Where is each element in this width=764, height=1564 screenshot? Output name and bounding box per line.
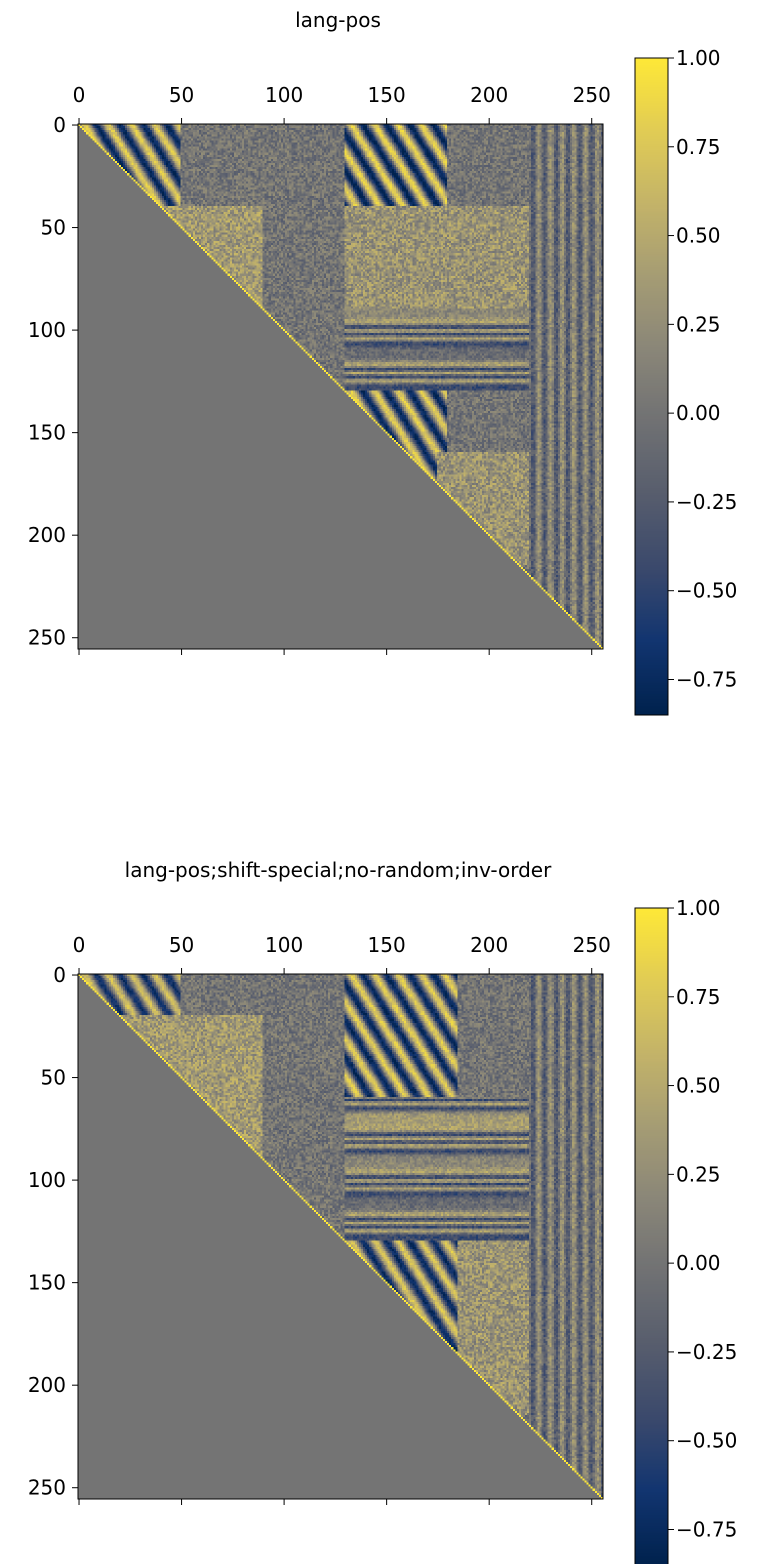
y-tick-label: 250	[28, 1476, 66, 1500]
x-tick-label: 250	[573, 83, 611, 107]
colorbar-tick-label: 0.50	[676, 1074, 721, 1098]
x-tick-label: 200	[470, 933, 508, 957]
colorbar-tick-label: −0.50	[676, 1429, 737, 1453]
x-tick-label: 50	[169, 83, 194, 107]
x-tick-label: 150	[368, 83, 406, 107]
chart-title: lang-pos;shift-special;no-random;inv-ord…	[124, 858, 552, 882]
colorbar-tick-label: 0.25	[676, 1162, 721, 1186]
y-tick-label: 200	[28, 523, 66, 547]
colorbar-frame	[634, 907, 669, 1564]
y-tick-label: 50	[41, 216, 66, 240]
colorbar-frame	[634, 57, 669, 716]
heatmap-image	[78, 974, 603, 1499]
heatmap-svg-2: 0 50 100 150 200 250 0 50 100 150 200 250 1.00 0.75 0…	[28, 896, 737, 1564]
heatmap-svg-1: 0 50 100 150 200 250 0 50 100 150 200 250 1.00 0.75 0…	[28, 46, 737, 716]
colorbar-tick-label: 0.25	[676, 312, 721, 336]
y-tick-label: 100	[28, 318, 66, 342]
colorbar-tick-label: 0.00	[676, 1251, 721, 1275]
colorbar-tick-label: 0.00	[676, 401, 721, 425]
chart-title: lang-pos	[295, 8, 381, 32]
x-tick-label: 100	[265, 83, 303, 107]
y-tick-label: 0	[53, 963, 66, 987]
y-tick-label: 0	[53, 113, 66, 137]
colorbar	[635, 908, 668, 1564]
y-tick-label: 150	[28, 421, 66, 445]
y-tick-label: 200	[28, 1373, 66, 1397]
colorbar-tick-label: 0.75	[676, 135, 721, 159]
x-tick-label: 50	[169, 933, 194, 957]
plot-frame	[77, 973, 604, 1500]
y-tick-label: 250	[28, 626, 66, 650]
colorbar-tick-label: 1.00	[676, 46, 721, 70]
x-tick-label: 0	[73, 933, 86, 957]
x-tick-label: 0	[73, 83, 86, 107]
colorbar-tick-label: 0.75	[676, 985, 721, 1009]
y-tick-label: 150	[28, 1271, 66, 1295]
colorbar-tick-label: 0.50	[676, 224, 721, 248]
colorbar-tick-label: −0.25	[676, 1340, 737, 1364]
colorbar-tick-label: −0.25	[676, 490, 737, 514]
heatmap-panel-2: lang-pos;shift-special;no-random;inv-ord…	[0, 850, 764, 1564]
x-tick-label: 100	[265, 933, 303, 957]
y-tick-label: 100	[28, 1168, 66, 1192]
colorbar-tick-label: 1.00	[676, 896, 721, 920]
x-tick-label: 200	[470, 83, 508, 107]
colorbar-tick-label: −0.75	[676, 667, 737, 691]
heatmap-panel-1: lang-pos 0 50 100 150 200 250 0 50 100 150 200 250 …	[0, 0, 764, 740]
colorbar	[635, 58, 668, 715]
y-tick-label: 50	[41, 1066, 66, 1090]
heatmap-image	[78, 124, 603, 649]
colorbar-tick-label: −0.75	[676, 1517, 737, 1541]
x-tick-label: 250	[573, 933, 611, 957]
plot-frame	[77, 123, 604, 650]
colorbar-tick-label: −0.50	[676, 579, 737, 603]
x-tick-label: 150	[368, 933, 406, 957]
